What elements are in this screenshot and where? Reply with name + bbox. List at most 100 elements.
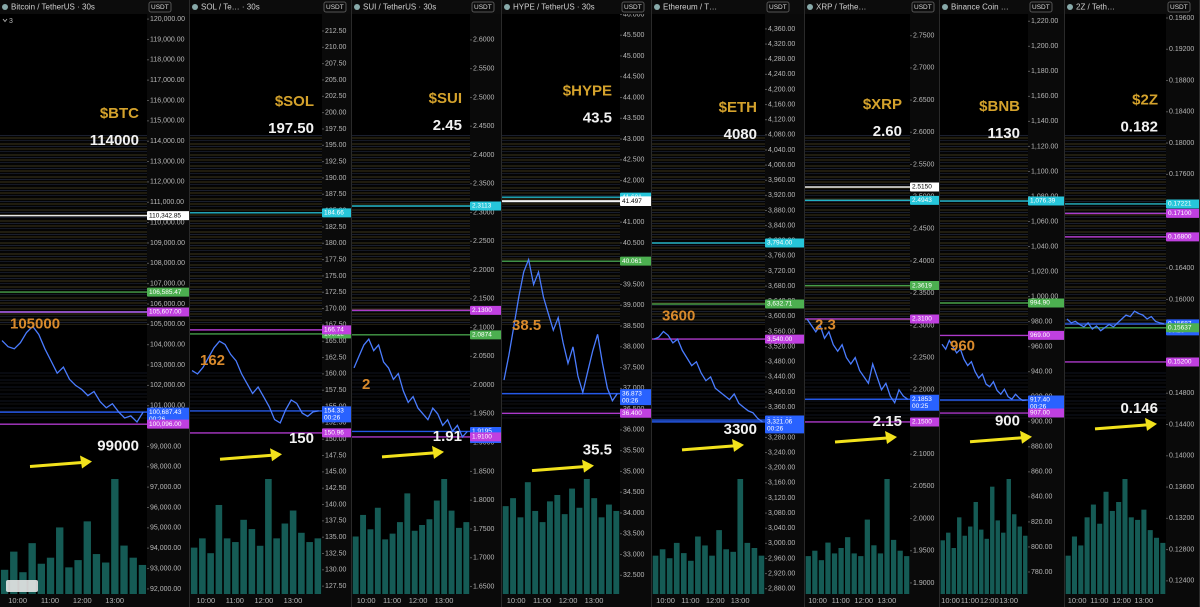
- y-tick-label: 112,000.00: [150, 179, 185, 186]
- time-label: 13:00: [1134, 596, 1153, 605]
- panel-header: [940, 0, 1065, 14]
- volume-bar: [831, 553, 838, 594]
- y-tick-label: 900.00: [1031, 419, 1053, 426]
- currency-box: [148, 1, 172, 13]
- volume-bar: [360, 514, 367, 594]
- y-tick-label: 2.3500: [913, 290, 935, 297]
- y-tick-label: 34.000: [623, 510, 645, 517]
- y-tick-label: 3,760.00: [768, 253, 795, 260]
- y-tick-label: 3,840.00: [768, 222, 795, 229]
- y-tick-label: 117,000.00: [150, 77, 185, 84]
- y-tick-label: 42.500: [623, 157, 645, 164]
- time-axis: [190, 594, 352, 607]
- y-tick-label: 2.6000: [473, 37, 495, 44]
- price-line: [941, 338, 1027, 402]
- y-tick-label: 2.5500: [913, 161, 935, 168]
- time-label: 12:00: [73, 596, 92, 605]
- time-label: 11:00: [533, 596, 551, 605]
- y-tick-label: 2.3000: [473, 209, 495, 216]
- y-tick-label: 142.50: [325, 485, 347, 492]
- panel-header: [1065, 0, 1200, 14]
- volume-bar: [539, 522, 546, 594]
- time-label: 12:00: [706, 596, 725, 605]
- currency-label: USDT: [1170, 4, 1188, 11]
- y-tick-label: 41.000: [623, 219, 645, 226]
- chart-panel: 46.000 45.500 45.000 44.500 44.000 43.500 43.0…: [502, 0, 652, 607]
- currency-box: [911, 1, 935, 13]
- time-label: 12:00: [559, 596, 578, 605]
- layout-count: 3: [9, 18, 13, 25]
- entry-label: 960: [950, 338, 975, 355]
- price-badge: [147, 419, 190, 429]
- volume-bar: [463, 522, 470, 594]
- y-tick-label: 2.3500: [473, 181, 495, 188]
- volume-bar: [673, 542, 680, 594]
- volume-bar: [83, 521, 91, 594]
- y-tick-label: 105,000.00: [150, 321, 185, 328]
- volume-bar: [877, 553, 884, 594]
- price-badge-label: 3,794.00: [767, 240, 793, 247]
- volume-bar: [851, 553, 857, 594]
- volume-bar: [314, 538, 322, 594]
- price-badge: [765, 334, 805, 344]
- target-low: 3300: [724, 421, 757, 438]
- y-tick-label: 0.19200: [1169, 46, 1194, 53]
- volume-bar: [951, 548, 956, 594]
- ticker-label: $BNB: [979, 98, 1020, 115]
- panel-title: HYPE / TetherUS · 30s: [513, 3, 595, 12]
- symbol-icon: [504, 4, 510, 10]
- y-tick-label: 3,680.00: [768, 283, 795, 290]
- volume-bar: [215, 504, 223, 594]
- chart-panel: 212.50 210.00 207.50 205.00 202.50 200.00 197.…: [190, 0, 352, 607]
- volume-bar: [591, 498, 598, 594]
- y-tick-label: 4,080.00: [768, 132, 795, 139]
- y-tick-label: 4,160.00: [768, 101, 795, 108]
- y-tick-label: 2.4000: [473, 152, 495, 159]
- panel-title: Bitcoin / TetherUS · 30s: [11, 3, 95, 12]
- y-tick-label: 2.0000: [913, 515, 935, 522]
- volume-bar: [652, 555, 659, 594]
- ticker-label: $XRP: [863, 96, 902, 113]
- y-tick-label: 96,000.00: [150, 504, 181, 511]
- y-tick-label: 36.000: [623, 427, 645, 434]
- y-tick-label: 2.3000: [913, 322, 935, 329]
- y-tick-label: 3,720.00: [768, 268, 795, 275]
- volume-bar: [812, 550, 818, 594]
- order-book-heatmap: [0, 135, 147, 325]
- time-axis: [502, 594, 652, 607]
- volume-bar: [28, 543, 36, 594]
- y-tick-label: 42.000: [623, 177, 645, 184]
- volume-bar: [1078, 545, 1084, 594]
- y-tick-label: 180.00: [325, 240, 347, 247]
- order-book-heatmap: [940, 135, 1028, 325]
- panel-title: 2Z / Teth…: [1076, 3, 1115, 12]
- arrow-shaft: [381, 451, 435, 459]
- y-tick-label: 44.000: [623, 94, 645, 101]
- target-low: 0.146: [1120, 400, 1158, 417]
- ticker-label: $SUI: [429, 90, 462, 107]
- panel-header: [190, 0, 352, 14]
- y-tick-label: 880.00: [1031, 444, 1053, 451]
- y-tick-label: 1,180.00: [1031, 68, 1058, 75]
- order-book-heatmap: [1065, 370, 1166, 420]
- volume-bar: [46, 557, 55, 594]
- y-tick-label: 1,000.00: [1031, 293, 1058, 300]
- volume-bar: [598, 517, 605, 594]
- volume-bar: [825, 542, 831, 594]
- volume-bar: [129, 557, 137, 594]
- volume-bar: [1135, 519, 1141, 594]
- volume-bar: [374, 507, 381, 594]
- target-high: 1130: [987, 125, 1020, 142]
- volume-bar: [1071, 536, 1077, 594]
- y-tick-label: 3,240.00: [768, 449, 795, 456]
- volume-bar: [709, 555, 715, 594]
- order-book-heatmap: [352, 135, 470, 325]
- y-tick-label: 34.500: [623, 489, 645, 496]
- y-tick-label: 200.00: [325, 109, 347, 116]
- y-tick-label: 0.14800: [1169, 390, 1194, 397]
- y-tick-label: 192.50: [325, 158, 347, 165]
- volume-bar: [1141, 509, 1147, 594]
- price-line: [1066, 310, 1165, 332]
- y-tick-label: 3,400.00: [768, 389, 795, 396]
- order-book-heatmap: [502, 135, 620, 325]
